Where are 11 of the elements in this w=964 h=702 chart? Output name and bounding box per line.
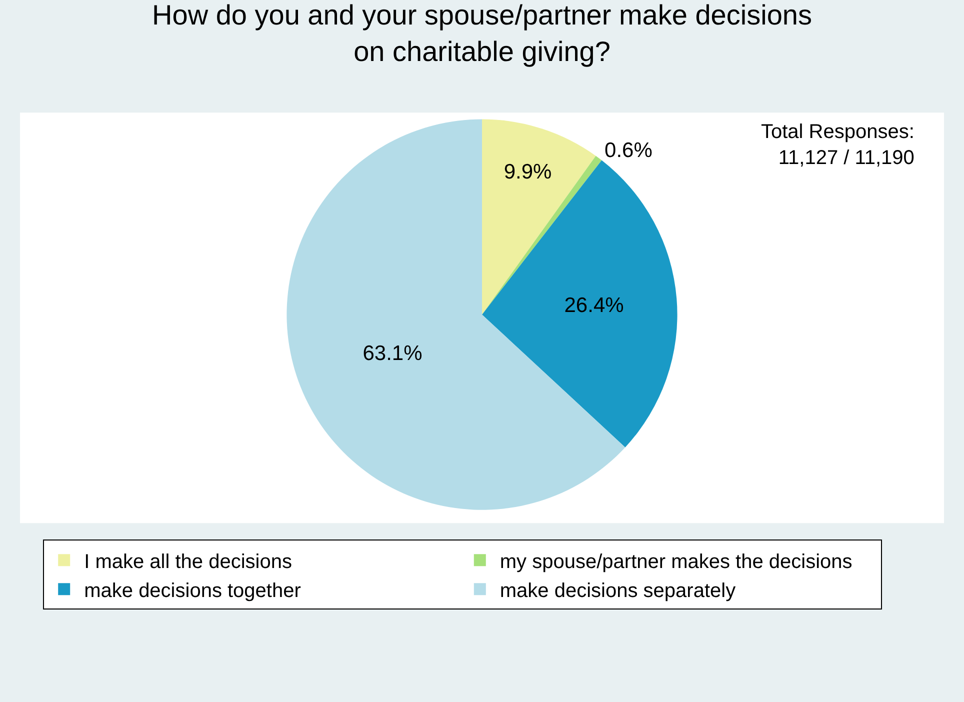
legend-label: my spouse/partner makes the decisions [500, 550, 852, 573]
text: Total Responses: 11,127 / 11,190 [761, 121, 914, 169]
data-label: 0.6% [604, 139, 652, 162]
legend-label: make decisions separately [500, 580, 736, 602]
data-label: 26.4% [564, 294, 624, 317]
chart-title: How do you and your spouse/partner make decisions on charitable giving? [152, 0, 812, 67]
data-label: 9.9% [504, 160, 552, 184]
legend-label: I make all the decisions [84, 550, 292, 573]
pie-slice [482, 160, 678, 448]
data-label: 63.1% [362, 342, 422, 366]
legend-label: make decisions together [84, 580, 302, 602]
